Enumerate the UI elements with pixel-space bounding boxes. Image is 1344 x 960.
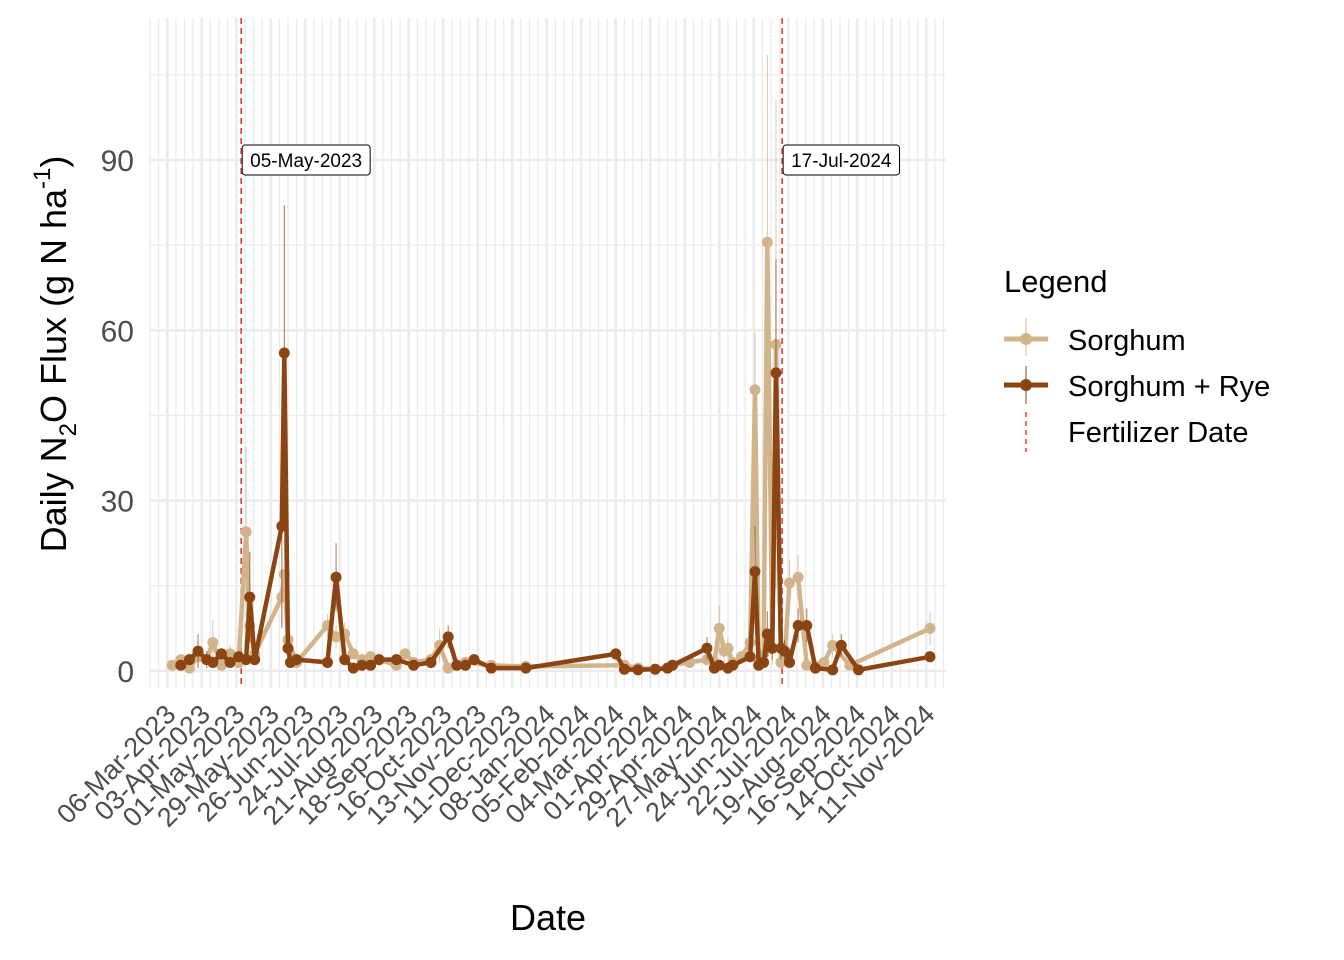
data-point xyxy=(818,656,830,668)
y-tick-label: 0 xyxy=(117,656,134,689)
data-point xyxy=(240,654,252,666)
fertilizer-label-text: 05-May-2023 xyxy=(250,151,362,172)
legend: Legend Sorghum Sorghum + Rye Fertilizer … xyxy=(1004,264,1270,452)
data-point xyxy=(390,654,402,666)
data-point xyxy=(761,628,773,640)
data-point xyxy=(485,662,497,674)
data-point xyxy=(183,662,195,674)
legend-label-sorghum-rye: Sorghum + Rye xyxy=(1068,371,1270,403)
data-point xyxy=(183,654,195,666)
series-sorghum-rye xyxy=(175,205,936,676)
legend-key-sorghum-rye xyxy=(1004,366,1048,404)
data-point xyxy=(459,659,471,671)
fertilizer-label-box xyxy=(782,144,900,176)
y-tick-label: 30 xyxy=(101,486,134,519)
data-point xyxy=(291,654,303,666)
fertilizer-label: 17-Jul-2024 xyxy=(782,144,900,176)
data-point xyxy=(779,645,791,657)
data-point xyxy=(784,656,796,668)
data-point xyxy=(425,656,437,668)
data-point xyxy=(365,651,377,663)
y-axis-title: Daily N2O Flux (g N ha-1) xyxy=(29,156,82,553)
data-point xyxy=(373,654,385,666)
data-point xyxy=(827,639,839,651)
data-point xyxy=(749,566,761,578)
data-point xyxy=(784,577,796,589)
legend-label-fertilizer: Fertilizer Date xyxy=(1068,417,1249,449)
data-point xyxy=(442,662,454,674)
data-point xyxy=(330,631,342,643)
data-point xyxy=(632,664,644,676)
fertilizer-annotations: 05-May-2023 17-Jul-2024 xyxy=(241,144,900,176)
y-tick-label: 60 xyxy=(101,315,134,348)
data-point xyxy=(468,654,480,666)
data-point xyxy=(215,648,227,660)
data-point xyxy=(835,639,847,651)
series-line-sorghum-rye xyxy=(178,350,933,673)
data-point xyxy=(249,654,261,666)
x-axis-ticks: 06-Mar-202303-Apr-202301-May-202329-May-… xyxy=(51,699,941,833)
data-point xyxy=(792,620,804,632)
fertilizer-label: 05-May-2023 xyxy=(241,144,371,176)
data-point xyxy=(766,642,778,654)
data-point xyxy=(520,662,532,674)
data-point xyxy=(618,663,630,675)
data-point xyxy=(727,659,739,671)
data-point xyxy=(801,620,813,632)
data-point xyxy=(330,571,342,583)
data-point xyxy=(713,622,725,634)
data-point xyxy=(347,648,359,660)
data-point xyxy=(365,659,377,671)
legend-title: Legend xyxy=(1004,264,1107,299)
data-point xyxy=(722,642,734,654)
data-point xyxy=(761,236,773,248)
fertilizer-label-box xyxy=(241,144,371,176)
data-point xyxy=(278,347,290,359)
data-point xyxy=(713,659,725,671)
data-point xyxy=(224,656,236,668)
data-point xyxy=(321,656,333,668)
data-point xyxy=(215,659,227,671)
data-point xyxy=(792,571,804,583)
data-point xyxy=(451,659,463,671)
data-point xyxy=(175,659,187,671)
data-point xyxy=(207,656,219,668)
legend-key-sorghum xyxy=(1004,318,1048,356)
data-point xyxy=(758,656,770,668)
data-point xyxy=(408,659,420,671)
data-point xyxy=(610,648,622,660)
y-tick-label: 90 xyxy=(101,145,134,178)
data-point xyxy=(244,591,256,603)
data-point xyxy=(282,642,294,654)
legend-label-sorghum: Sorghum xyxy=(1068,325,1186,357)
data-point xyxy=(801,659,813,671)
data-point xyxy=(339,654,351,666)
data-point xyxy=(356,659,368,671)
fertilizer-label-text: 17-Jul-2024 xyxy=(791,151,892,172)
data-point xyxy=(924,651,936,663)
data-point xyxy=(666,659,678,671)
data-point xyxy=(240,526,252,538)
data-point xyxy=(809,662,821,674)
data-point xyxy=(347,662,359,674)
fertilizer-lines xyxy=(240,18,783,688)
data-point xyxy=(749,384,761,396)
data-point xyxy=(924,622,936,634)
data-point xyxy=(770,367,782,379)
data-point xyxy=(192,645,204,657)
data-point xyxy=(442,631,454,643)
data-point xyxy=(827,664,839,676)
data-point xyxy=(166,659,178,671)
x-axis-title: Date xyxy=(510,897,586,938)
series xyxy=(166,54,936,676)
data-point xyxy=(399,648,411,660)
data-point xyxy=(276,520,288,532)
y-axis-ticks: 0 30 60 90 xyxy=(101,145,134,689)
data-point xyxy=(744,651,756,663)
data-point xyxy=(649,663,661,675)
data-point xyxy=(207,637,219,649)
data-point xyxy=(701,642,713,654)
data-point xyxy=(853,664,865,676)
